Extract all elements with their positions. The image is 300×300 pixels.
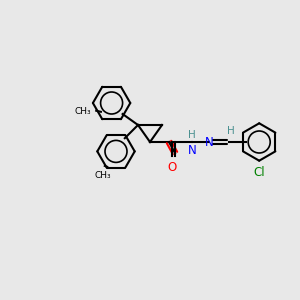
Text: CH₃: CH₃ <box>74 107 91 116</box>
Text: Cl: Cl <box>254 166 265 179</box>
Text: N: N <box>205 136 214 148</box>
Text: CH₃: CH₃ <box>94 171 111 180</box>
Text: H: H <box>227 126 235 136</box>
Text: N: N <box>188 144 196 157</box>
Text: O: O <box>167 161 177 174</box>
Text: H: H <box>188 130 196 140</box>
